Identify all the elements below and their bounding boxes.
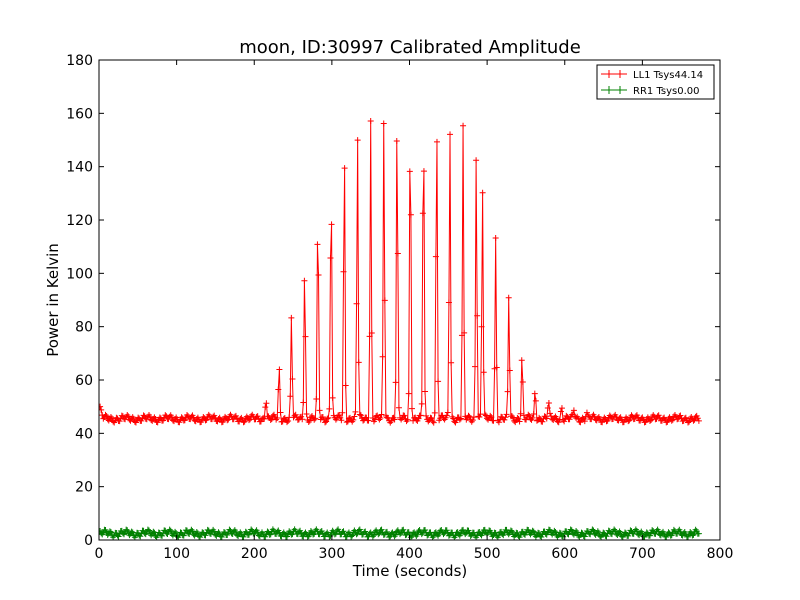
x-tick-label: 500 bbox=[474, 546, 501, 562]
x-tick-label: 0 bbox=[95, 546, 104, 562]
y-tick-label: 20 bbox=[75, 480, 93, 496]
series-line bbox=[99, 121, 700, 424]
y-axis: 0 20 40 60 80 100 120 140 160 180 bbox=[66, 53, 720, 549]
chart-title: moon, ID:30997 Calibrated Amplitude bbox=[239, 37, 581, 58]
y-tick-label: 140 bbox=[66, 160, 93, 176]
legend-entry-rr1: RR1 Tsys0.00 bbox=[601, 86, 700, 97]
y-tick-label: 160 bbox=[66, 106, 93, 122]
legend-marker-rr1 bbox=[606, 86, 623, 94]
x-tick-label: 100 bbox=[163, 546, 190, 562]
x-tick-label: 700 bbox=[629, 546, 656, 562]
legend-label-rr1: RR1 Tsys0.00 bbox=[633, 86, 700, 97]
legend-marker-ll1 bbox=[606, 70, 623, 78]
legend-label-ll1: LL1 Tsys44.14 bbox=[633, 70, 703, 81]
series-layer bbox=[99, 118, 702, 540]
series-markers bbox=[99, 526, 702, 540]
y-tick-label: 60 bbox=[75, 373, 93, 389]
y-tick-label: 120 bbox=[66, 213, 93, 229]
x-tick-label: 300 bbox=[319, 546, 346, 562]
y-tick-label: 40 bbox=[75, 426, 93, 442]
y-tick-label: 180 bbox=[66, 53, 93, 69]
y-tick-label: 100 bbox=[66, 266, 93, 282]
x-axis-label: Time (seconds) bbox=[352, 562, 468, 580]
series-1 bbox=[99, 526, 702, 540]
y-axis-label: Power in Kelvin bbox=[44, 243, 62, 357]
x-tick-label: 200 bbox=[241, 546, 268, 562]
series-0 bbox=[99, 118, 702, 426]
x-tick-label: 600 bbox=[551, 546, 578, 562]
legend: LL1 Tsys44.14 RR1 Tsys0.00 bbox=[596, 64, 715, 100]
x-tick-label: 400 bbox=[396, 546, 423, 562]
y-tick-label: 80 bbox=[75, 320, 93, 336]
y-tick-label: 0 bbox=[84, 533, 93, 549]
legend-entry-ll1: LL1 Tsys44.14 bbox=[601, 70, 703, 81]
x-axis: 0 100 200 300 400 500 600 700 800 bbox=[95, 60, 734, 562]
legend-box bbox=[596, 64, 715, 100]
series-markers bbox=[99, 118, 702, 426]
x-tick-label: 800 bbox=[707, 546, 734, 562]
